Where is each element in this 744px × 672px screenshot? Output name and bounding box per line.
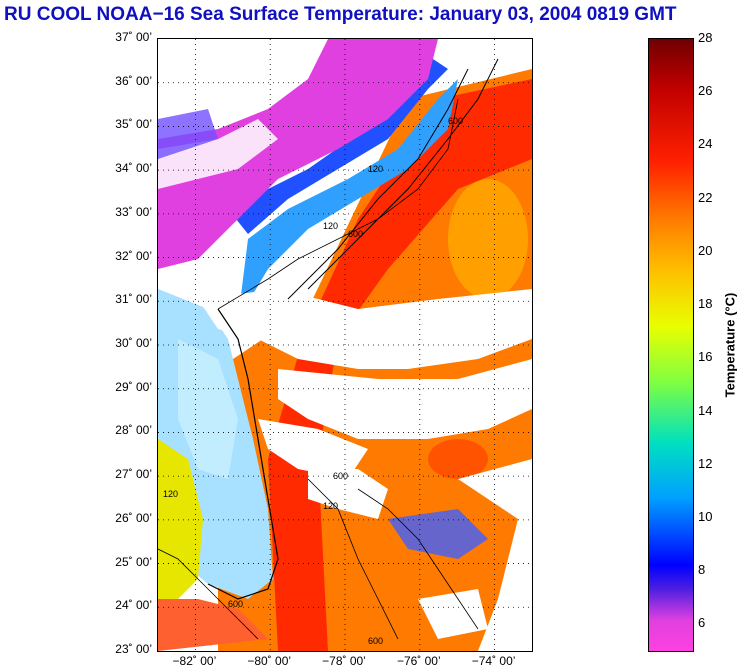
lat-tick-label: 34˚ 00’ <box>115 161 152 176</box>
colorbar-tick-label: 14 <box>698 402 713 418</box>
lat-tick-label: 28˚ 00’ <box>115 423 152 438</box>
lat-tick-label: 36˚ 00’ <box>115 73 152 88</box>
isobath-label: 120 <box>323 501 338 511</box>
colorbar-label: Temperature (°C) <box>722 292 738 398</box>
lat-tick-label: 25˚ 00’ <box>115 554 152 569</box>
lon-tick-label: −82˚ 00’ <box>172 654 217 668</box>
colorbar-tick-label: 6 <box>698 615 706 631</box>
isobath-label: 120 <box>368 164 383 174</box>
isobath-label: 600 <box>368 636 383 646</box>
colorbar-tick-label: 18 <box>698 296 713 312</box>
lat-tick-label: 35˚ 00’ <box>115 117 152 132</box>
sst-map-image: 120 120 600 600 120 600 600 120 600 <box>158 39 532 651</box>
colorbar-tick-label: 28 <box>698 30 713 45</box>
lat-tick-label: 29˚ 00’ <box>115 379 152 394</box>
lat-tick-label: 27˚ 00’ <box>115 467 152 482</box>
lon-tick-label: −78˚ 00’ <box>322 654 366 668</box>
lat-tick-label: 37˚ 00’ <box>115 30 152 44</box>
isobath-label: 600 <box>228 599 243 609</box>
colorbar-tick-label: 10 <box>698 508 713 524</box>
isobath-label: 600 <box>448 116 463 126</box>
page-title: RU COOL NOAA−16 Sea Surface Temperature:… <box>4 4 677 25</box>
sst-map: 120 120 600 600 120 600 600 120 600 <box>157 38 533 652</box>
lat-tick-label: 24˚ 00’ <box>115 598 152 613</box>
lon-tick-label: −74˚ 00’ <box>471 654 516 668</box>
lon-tick-label: −80˚ 00’ <box>247 654 292 668</box>
colorbar-tick-label: 12 <box>698 455 713 471</box>
colorbar-tick-label: 24 <box>698 136 713 152</box>
isobath-label: 600 <box>348 229 363 239</box>
lat-tick-label: 30˚ 00’ <box>115 336 152 350</box>
lat-tick-label: 33˚ 00’ <box>115 204 152 219</box>
lat-tick-label: 32˚ 00’ <box>115 248 152 263</box>
isobath-label: 120 <box>323 221 338 231</box>
colorbar <box>648 38 694 652</box>
lat-tick-label: 31˚ 00’ <box>115 292 152 307</box>
isobath-label: 600 <box>333 471 348 481</box>
lat-tick-label: 23˚ 00’ <box>115 642 152 656</box>
map-grid <box>158 39 532 651</box>
colorbar-tick-label: 16 <box>698 349 713 365</box>
colorbar-tick-label: 22 <box>698 189 713 205</box>
colorbar-tick-label: 8 <box>698 562 706 578</box>
colorbar-tick-label: 20 <box>698 242 713 258</box>
lon-tick-label: −76˚ 00’ <box>396 654 441 668</box>
isobath-label: 120 <box>163 489 178 499</box>
lat-tick-label: 26˚ 00’ <box>115 510 152 525</box>
colorbar-tick-label: 26 <box>698 83 713 99</box>
